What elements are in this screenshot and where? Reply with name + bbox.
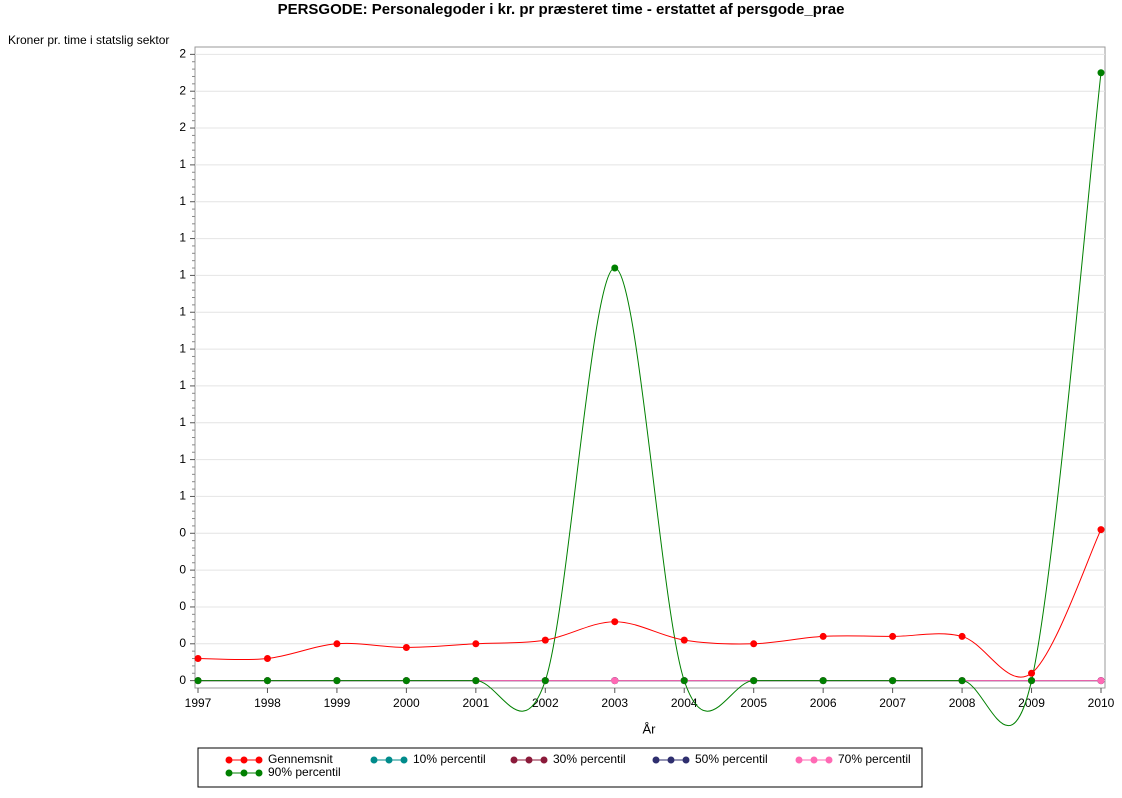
data-point [750, 640, 758, 648]
y-tick-label: 1 [179, 452, 186, 466]
y-axis-label: Kroner pr. time i statslig sektor [8, 33, 169, 47]
x-tick-label: 2009 [1018, 696, 1045, 710]
y-tick-label: 0 [179, 599, 186, 613]
x-tick-label: 1998 [254, 696, 281, 710]
legend-label: Gennemsnit [268, 752, 333, 766]
data-point [750, 677, 758, 685]
data-point [680, 636, 688, 644]
data-point [1097, 677, 1105, 685]
x-tick-label: 2010 [1088, 696, 1115, 710]
x-tick-label: 2008 [949, 696, 976, 710]
y-tick-label: 1 [179, 489, 186, 503]
y-tick-label: 2 [179, 120, 186, 134]
x-tick-label: 2000 [393, 696, 420, 710]
data-point [472, 677, 480, 685]
data-point [263, 677, 271, 685]
x-tick-label: 2006 [810, 696, 837, 710]
legend-box [197, 747, 923, 788]
legend-marker [385, 756, 393, 764]
legend-marker [225, 769, 233, 777]
data-point [1097, 69, 1105, 77]
data-point [263, 655, 271, 663]
y-tick-label: 0 [179, 636, 186, 650]
legend-marker [810, 756, 818, 764]
y-tick-label: 1 [179, 194, 186, 208]
data-point [194, 655, 202, 663]
chart-title: PERSGODE: Personalegoder i kr. pr præste… [278, 1, 845, 18]
data-point [541, 677, 549, 685]
series-line [197, 529, 1102, 678]
data-point [819, 632, 827, 640]
x-tick-label: 2007 [879, 696, 906, 710]
legend-marker [825, 756, 833, 764]
y-tick-label: 1 [179, 231, 186, 245]
data-point [402, 677, 410, 685]
series-line [198, 72, 1102, 727]
legend-label: 70% percentil [838, 752, 911, 766]
data-point [611, 618, 619, 626]
y-tick-label: 1 [179, 157, 186, 171]
data-point [889, 677, 897, 685]
legend-marker [240, 756, 248, 764]
x-tick-label: 1997 [185, 696, 212, 710]
x-tick-label: 2004 [671, 696, 698, 710]
y-tick-label: 0 [179, 673, 186, 687]
legend-marker [510, 756, 518, 764]
x-axis-label: År [643, 721, 657, 736]
y-tick-label: 2 [179, 83, 186, 97]
data-point [333, 640, 341, 648]
data-point [541, 636, 549, 644]
legend-label: 30% percentil [553, 752, 626, 766]
legend-marker [370, 756, 378, 764]
x-tick-label: 2005 [740, 696, 767, 710]
legend-marker [255, 756, 263, 764]
y-tick-label: 1 [179, 415, 186, 429]
data-point [611, 264, 619, 272]
data-point [472, 640, 480, 648]
data-point [194, 677, 202, 685]
legend-label: 90% percentil [268, 765, 341, 779]
data-point [1028, 677, 1036, 685]
data-point [1028, 669, 1036, 677]
legend-marker [652, 756, 660, 764]
y-tick-label: 0 [179, 562, 186, 576]
legend-marker [795, 756, 803, 764]
plot-frame [194, 46, 1106, 689]
y-tick-label: 0 [179, 525, 186, 539]
legend-marker [240, 769, 248, 777]
legend-label: 10% percentil [413, 752, 486, 766]
data-point [889, 632, 897, 640]
legend-label: 50% percentil [695, 752, 768, 766]
legend-marker [400, 756, 408, 764]
legend-marker [667, 756, 675, 764]
legend-marker [540, 756, 548, 764]
y-tick-label: 1 [179, 378, 186, 392]
x-tick-label: 2002 [532, 696, 559, 710]
legend-marker [225, 756, 233, 764]
data-point [333, 677, 341, 685]
y-tick-label: 2 [179, 47, 186, 61]
y-tick-label: 1 [179, 268, 186, 282]
y-tick-label: 1 [179, 341, 186, 355]
data-point [680, 677, 688, 685]
x-tick-label: 2003 [601, 696, 628, 710]
data-point [1097, 526, 1105, 534]
legend-marker [255, 769, 263, 777]
data-point [611, 677, 619, 685]
data-point [958, 677, 966, 685]
data-point [402, 643, 410, 651]
legend-marker [525, 756, 533, 764]
x-tick-label: 2001 [462, 696, 489, 710]
legend-marker [682, 756, 690, 764]
x-tick-label: 1999 [324, 696, 351, 710]
y-tick-label: 1 [179, 304, 186, 318]
data-point [958, 632, 966, 640]
data-point [819, 677, 827, 685]
